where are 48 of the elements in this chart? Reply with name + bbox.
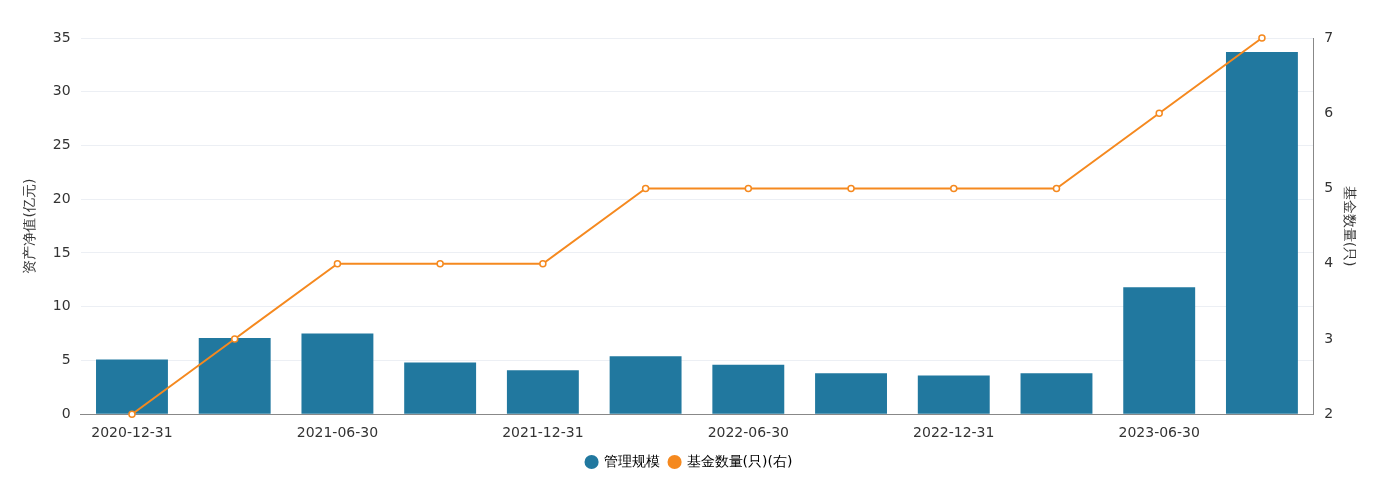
y2-tick-label: 2	[1324, 404, 1334, 421]
bar	[712, 364, 785, 414]
y2-axis-title: 基金数量(只)	[1341, 185, 1358, 267]
y2-tick-label: 5	[1324, 179, 1334, 196]
legend-label: 基金数量(只)(右)	[686, 452, 793, 469]
y2-tick-label: 4	[1324, 254, 1334, 271]
bar	[301, 333, 374, 414]
point	[847, 184, 855, 193]
bar	[1020, 373, 1093, 414]
y2-tick-label: 7	[1324, 28, 1334, 45]
point	[539, 259, 547, 268]
point	[1052, 184, 1061, 193]
bar	[815, 373, 887, 414]
x-tick-label: 2022-12-31	[913, 424, 995, 441]
x-tick-label: 2020-12-31	[91, 424, 173, 441]
point	[333, 259, 342, 268]
point	[641, 184, 650, 193]
point	[230, 335, 239, 343]
bar	[1123, 287, 1196, 414]
point	[1258, 34, 1266, 42]
y-tick-label: 20	[52, 189, 71, 206]
point	[128, 410, 136, 418]
point	[950, 184, 958, 193]
bar	[96, 359, 168, 414]
y-tick-label: 0	[61, 404, 71, 421]
y-tick-label: 25	[52, 136, 71, 153]
y2-tick-label: 3	[1324, 329, 1334, 346]
point	[1155, 109, 1163, 117]
y2-tick-label: 6	[1324, 103, 1334, 120]
y-tick-label: 5	[61, 351, 71, 368]
x-tick-label: 2021-06-30	[296, 424, 379, 441]
y-axis-title: 资产净值(亿元)	[21, 178, 38, 274]
point	[436, 259, 444, 268]
y-tick-label: 30	[52, 82, 71, 99]
y-tick-label: 35	[52, 28, 71, 45]
x-tick-label: 2022-06-30	[707, 424, 789, 441]
bar	[1225, 51, 1298, 414]
bar	[404, 362, 477, 414]
x-tick-label: 2021-12-31	[502, 424, 584, 441]
y-tick-label: 10	[52, 297, 71, 314]
bar	[506, 370, 579, 414]
x-tick-label: 2023-06-30	[1118, 424, 1200, 441]
bar	[917, 375, 990, 414]
legend-label: 管理规模	[603, 452, 660, 469]
point	[744, 184, 753, 193]
bar	[609, 356, 682, 414]
y-tick-label: 15	[52, 243, 71, 260]
bar	[198, 337, 271, 414]
